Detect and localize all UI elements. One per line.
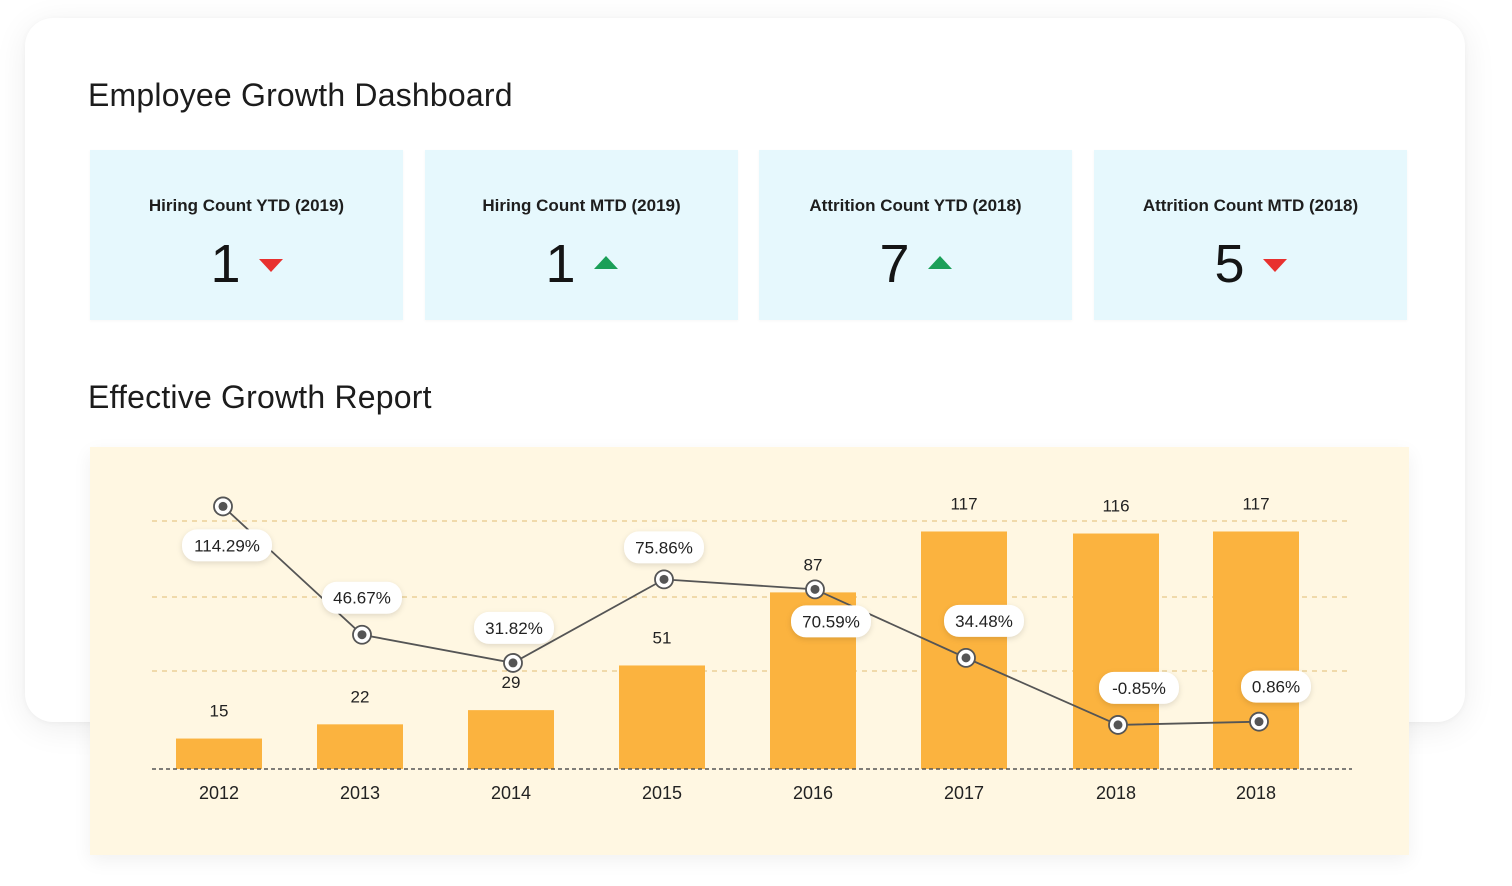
line-marker-dot	[1254, 717, 1264, 727]
kpi-value: 1	[545, 234, 576, 294]
kpi-card-hiring-mtd[interactable]: Hiring Count MTD (2019) 1	[425, 150, 738, 320]
line-label-pill	[944, 604, 1024, 637]
line-marker-dot	[1113, 720, 1123, 730]
bar-value-label: 29	[502, 673, 521, 692]
dashboard-title: Employee Growth Dashboard	[88, 77, 513, 113]
bar	[619, 665, 705, 769]
kpi-card-hiring-ytd[interactable]: Hiring Count YTD (2019) 1	[90, 150, 403, 320]
kpi-value: 1	[210, 234, 241, 294]
kpi-label: Hiring Count MTD (2019)	[482, 196, 681, 215]
line-marker-dot	[810, 584, 820, 594]
kpi-label: Hiring Count YTD (2019)	[148, 196, 345, 215]
x-tick-label: 2013	[340, 783, 380, 803]
bar	[468, 710, 554, 769]
line-marker-dot	[357, 630, 367, 640]
x-tick-label: 2016	[793, 783, 833, 803]
bar-value-label: 117	[1242, 494, 1269, 513]
kpi-card-attrition-ytd[interactable]: Attrition Count YTD (2018) 7	[759, 150, 1072, 320]
x-tick-label: 2012	[199, 783, 239, 803]
line-value-label: 114.29%	[194, 536, 260, 555]
line-value-label: 34.48%	[955, 612, 1013, 631]
line-label-pill	[474, 611, 554, 644]
bar	[317, 724, 403, 769]
triangle-up-icon	[593, 255, 618, 269]
line-label-pill	[322, 581, 402, 614]
kpi-card-attrition-mtd[interactable]: Attrition Count MTD (2018) 5	[1094, 150, 1407, 320]
growth-line	[222, 505, 1260, 726]
kpi-label: Attrition Count YTD (2018)	[809, 196, 1022, 215]
line-marker-dot	[659, 574, 669, 584]
line-value-label: 31.82%	[485, 619, 543, 638]
line-label-pill	[1099, 671, 1179, 704]
kpi-value: 5	[1214, 234, 1245, 294]
line-label-pill	[182, 529, 272, 562]
line-marker-dot	[218, 501, 228, 511]
x-tick-label: 2018	[1096, 783, 1136, 803]
line-label-pill	[791, 605, 871, 638]
bar-value-label: 117	[950, 494, 977, 513]
line-label-pill	[1241, 670, 1311, 703]
line-marker-dot	[508, 658, 518, 668]
x-tick-label: 2017	[944, 783, 984, 803]
line-value-label: 75.86%	[635, 538, 693, 557]
bar	[1213, 531, 1299, 769]
bar-value-label: 87	[804, 555, 823, 574]
growth-chart: 15 22 29 51 87 117 116 117 2012 2013 2014 2015 2016 2…	[152, 494, 1352, 803]
bar-value-label: 15	[210, 702, 229, 721]
bar-value-label: 51	[653, 628, 672, 647]
report-title: Effective Growth Report	[88, 379, 432, 415]
line-value-label: 0.86%	[1252, 678, 1300, 697]
bar-value-label: 22	[351, 687, 370, 706]
bar	[176, 738, 262, 769]
triangle-down-icon	[1262, 258, 1287, 272]
line-value-label: 70.59%	[802, 612, 860, 631]
bar-value-label: 116	[1102, 497, 1129, 516]
kpi-value: 7	[879, 234, 910, 294]
kpi-label: Attrition Count MTD (2018)	[1142, 196, 1359, 215]
triangle-down-icon	[258, 258, 283, 272]
line-marker-dot	[961, 653, 971, 663]
line-value-label: -0.85%	[1112, 679, 1166, 698]
triangle-up-icon	[927, 255, 952, 269]
x-tick-label: 2015	[642, 783, 682, 803]
growth-chart-panel: 15 22 29 51 87 117 116 117 2012 2013 2014 2015 2016 2…	[90, 447, 1409, 855]
x-tick-label: 2018	[1236, 783, 1276, 803]
line-value-label: 46.67%	[333, 589, 391, 608]
line-label-pill	[624, 531, 704, 564]
x-tick-label: 2014	[491, 783, 531, 803]
